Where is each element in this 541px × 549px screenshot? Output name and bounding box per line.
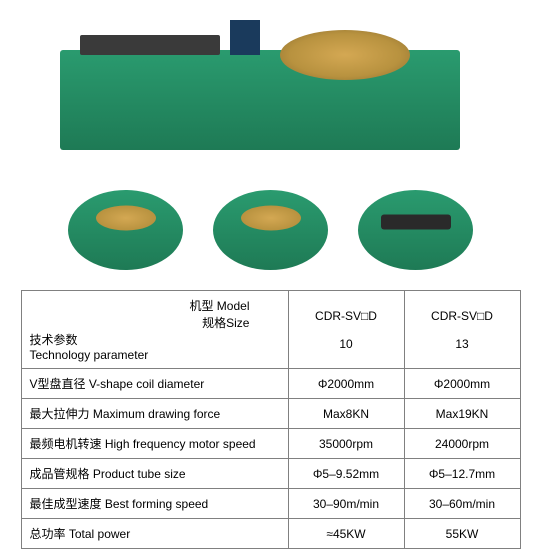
row-label: 最大拉伸力 Maximum drawing force: [21, 399, 288, 429]
spec-table: 机型 Model 规格Size 技术参数 Technology paramete…: [21, 290, 521, 549]
table-row: V型盘直径 V-shape coil diameter Φ2000mm Φ200…: [21, 369, 520, 399]
thumbnail-1: [68, 190, 183, 270]
row-v2: Φ5–12.7mm: [404, 459, 520, 489]
thumb-disc-shape: [96, 206, 156, 231]
table-row: 总功率 Total power ≈45KW 55KW: [21, 519, 520, 549]
table-row: 最大拉伸力 Maximum drawing force Max8KN Max19…: [21, 399, 520, 429]
thumb-disc-shape: [241, 206, 301, 231]
thumbnail-row: [0, 180, 541, 290]
row-v1: Max8KN: [288, 399, 404, 429]
machine-components-shape: [80, 35, 220, 55]
model-col2-header: CDR-SV□D 13: [404, 291, 520, 369]
row-v2: Max19KN: [404, 399, 520, 429]
row-v2: 24000rpm: [404, 429, 520, 459]
machine-body-shape: [60, 50, 460, 150]
thumb-part-shape: [381, 215, 451, 230]
row-label: 成品管规格 Product tube size: [21, 459, 288, 489]
row-v2: 30–60m/min: [404, 489, 520, 519]
row-v2: 55KW: [404, 519, 520, 549]
table-row: 成品管规格 Product tube size Φ5–9.52mm Φ5–12.…: [21, 459, 520, 489]
col1-num: 10: [339, 337, 352, 351]
row-v1: 30–90m/min: [288, 489, 404, 519]
row-v1: Φ2000mm: [288, 369, 404, 399]
main-product-image: [0, 0, 541, 180]
row-label: 最频电机转速 High frequency motor speed: [21, 429, 288, 459]
model-label: 机型 Model: [189, 299, 249, 313]
table-row: 最佳成型速度 Best forming speed 30–90m/min 30–…: [21, 489, 520, 519]
param-label-en: Technology parameter: [30, 348, 149, 362]
row-v1: 35000rpm: [288, 429, 404, 459]
col2-num: 13: [455, 337, 468, 351]
param-label-cn: 技术参数: [30, 333, 78, 347]
row-v2: Φ2000mm: [404, 369, 520, 399]
table-header-row: 机型 Model 规格Size 技术参数 Technology paramete…: [21, 291, 520, 369]
thumbnail-3: [358, 190, 473, 270]
thumbnail-2: [213, 190, 328, 270]
header-param-cell: 机型 Model 规格Size 技术参数 Technology paramete…: [21, 291, 288, 369]
model-col1-header: CDR-SV□D 10: [288, 291, 404, 369]
row-v1: ≈45KW: [288, 519, 404, 549]
col2-name: CDR-SV□D: [431, 309, 493, 323]
size-label: 规格Size: [202, 316, 249, 330]
table-row: 最频电机转速 High frequency motor speed 35000r…: [21, 429, 520, 459]
row-label: 总功率 Total power: [21, 519, 288, 549]
col1-name: CDR-SV□D: [315, 309, 377, 323]
row-label: V型盘直径 V-shape coil diameter: [21, 369, 288, 399]
row-v1: Φ5–9.52mm: [288, 459, 404, 489]
machine-panel-shape: [230, 20, 260, 55]
row-label: 最佳成型速度 Best forming speed: [21, 489, 288, 519]
machine-disc-shape: [280, 30, 410, 80]
